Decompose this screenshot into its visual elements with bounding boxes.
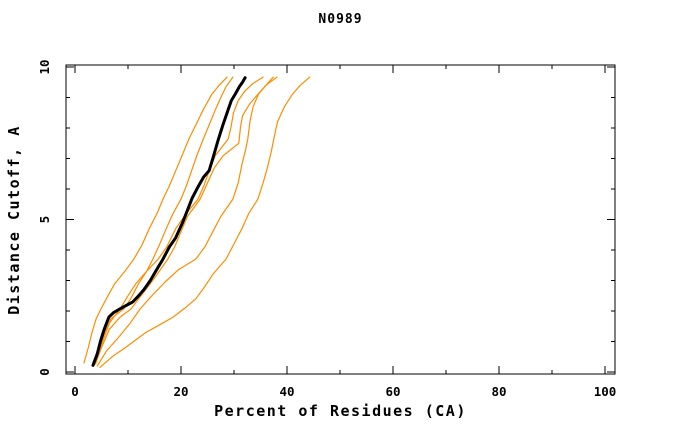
- x-tick-label: 20: [173, 384, 188, 399]
- model-curve-2: [94, 76, 234, 365]
- x-tick-label: 60: [385, 384, 400, 399]
- x-tick-label: 100: [594, 384, 617, 399]
- model-curve-6: [99, 76, 311, 368]
- y-tick-label: 5: [37, 216, 52, 224]
- highlighted-curve: [91, 76, 247, 367]
- model-curve-1: [83, 76, 228, 364]
- x-tick-label: 80: [491, 384, 506, 399]
- y-tick-label: 10: [37, 59, 52, 74]
- model-curve-5: [96, 76, 278, 367]
- chart-title: N0989: [318, 12, 363, 27]
- y-tick-label: 0: [37, 368, 52, 376]
- model-curve-3: [93, 76, 264, 366]
- x-axis-label: Percent of Residues (CA): [214, 402, 467, 420]
- plot-frame: [65, 64, 616, 375]
- x-tick-label: 40: [279, 384, 294, 399]
- x-tick-label: 0: [71, 384, 79, 399]
- model-curve-4: [95, 76, 274, 365]
